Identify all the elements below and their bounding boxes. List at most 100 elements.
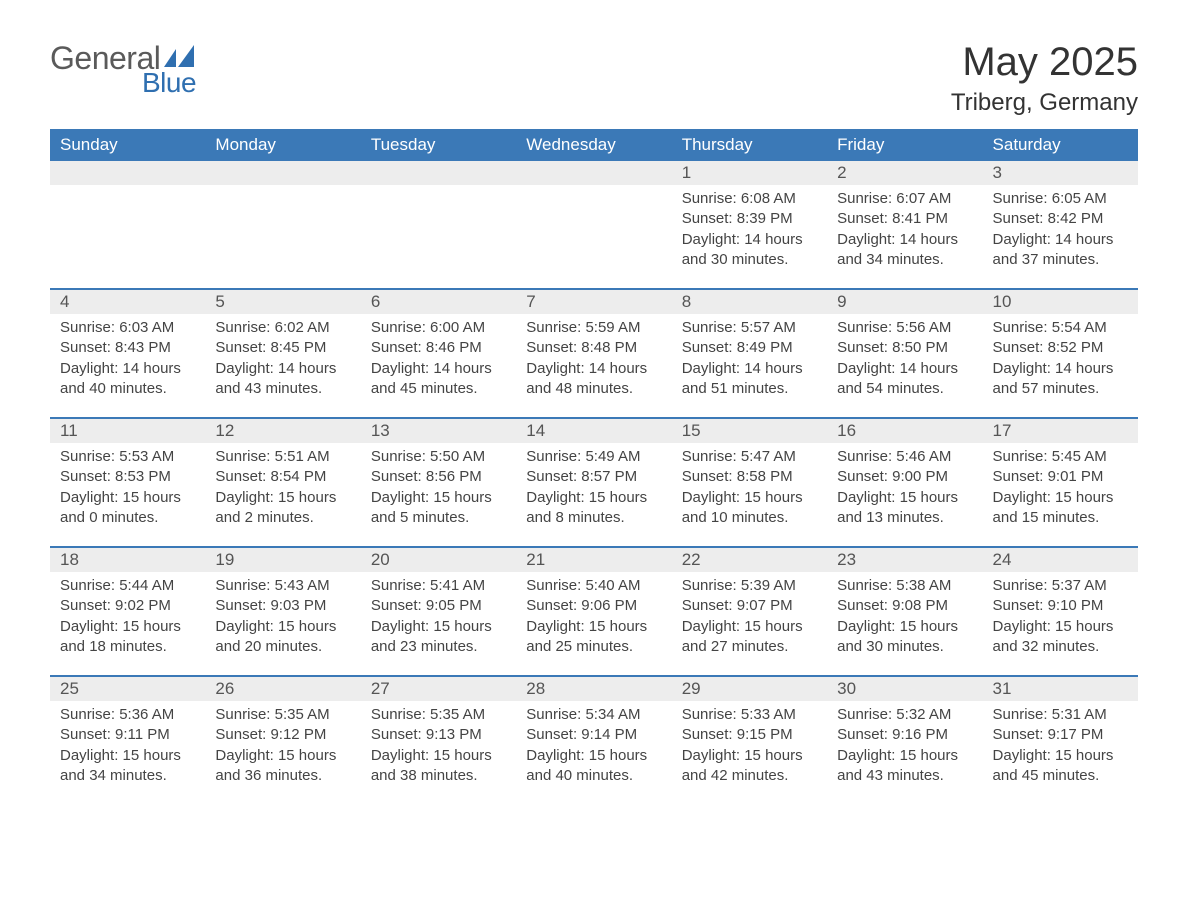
daylight-text: Daylight: 15 hours and 30 minutes. <box>837 617 972 658</box>
sunrise-text: Sunrise: 5:49 AM <box>526 447 661 467</box>
sunrise-text: Sunrise: 5:54 AM <box>993 318 1128 338</box>
daynum-row: 11121314151617 <box>50 418 1138 443</box>
sunset-text: Sunset: 8:53 PM <box>60 467 195 487</box>
sunrise-text: Sunrise: 5:56 AM <box>837 318 972 338</box>
sunset-text: Sunset: 8:56 PM <box>371 467 506 487</box>
sunset-text: Sunset: 9:06 PM <box>526 596 661 616</box>
sunrise-text: Sunrise: 5:35 AM <box>371 705 506 725</box>
day-number: 5 <box>205 289 360 314</box>
day-number: 2 <box>827 161 982 185</box>
sunset-text: Sunset: 8:43 PM <box>60 338 195 358</box>
logo: General Blue <box>50 40 198 99</box>
sunrise-text: Sunrise: 6:03 AM <box>60 318 195 338</box>
day-number: 29 <box>672 676 827 701</box>
day-number: 22 <box>672 547 827 572</box>
sunset-text: Sunset: 9:11 PM <box>60 725 195 745</box>
sunrise-text: Sunrise: 5:47 AM <box>682 447 817 467</box>
day-number: 16 <box>827 418 982 443</box>
details-row: Sunrise: 6:08 AMSunset: 8:39 PMDaylight:… <box>50 185 1138 289</box>
daylight-text: Daylight: 14 hours and 57 minutes. <box>993 359 1128 400</box>
sunrise-text: Sunrise: 6:05 AM <box>993 189 1128 209</box>
sunrise-text: Sunrise: 5:40 AM <box>526 576 661 596</box>
sunrise-text: Sunrise: 5:59 AM <box>526 318 661 338</box>
daylight-text: Daylight: 15 hours and 20 minutes. <box>215 617 350 658</box>
sunset-text: Sunset: 9:10 PM <box>993 596 1128 616</box>
day-number: 4 <box>50 289 205 314</box>
sunset-text: Sunset: 8:49 PM <box>682 338 817 358</box>
day-number: 6 <box>361 289 516 314</box>
sunrise-text: Sunrise: 5:35 AM <box>215 705 350 725</box>
title-block: May 2025 Triberg, Germany <box>951 40 1138 117</box>
details-row: Sunrise: 5:36 AMSunset: 9:11 PMDaylight:… <box>50 701 1138 804</box>
day-number: 26 <box>205 676 360 701</box>
day-details: Sunrise: 5:33 AMSunset: 9:15 PMDaylight:… <box>672 701 827 804</box>
sunrise-text: Sunrise: 5:37 AM <box>993 576 1128 596</box>
daylight-text: Daylight: 14 hours and 30 minutes. <box>682 230 817 271</box>
weekday-header: Monday <box>205 129 360 161</box>
day-details: Sunrise: 5:35 AMSunset: 9:13 PMDaylight:… <box>361 701 516 804</box>
day-details: Sunrise: 5:47 AMSunset: 8:58 PMDaylight:… <box>672 443 827 547</box>
day-details: Sunrise: 5:43 AMSunset: 9:03 PMDaylight:… <box>205 572 360 676</box>
sunset-text: Sunset: 9:12 PM <box>215 725 350 745</box>
day-number: 14 <box>516 418 671 443</box>
day-details: Sunrise: 5:39 AMSunset: 9:07 PMDaylight:… <box>672 572 827 676</box>
sunrise-text: Sunrise: 5:31 AM <box>993 705 1128 725</box>
daylight-text: Daylight: 14 hours and 43 minutes. <box>215 359 350 400</box>
day-number: 24 <box>983 547 1138 572</box>
empty-cell <box>361 161 516 185</box>
sunset-text: Sunset: 8:54 PM <box>215 467 350 487</box>
details-row: Sunrise: 5:44 AMSunset: 9:02 PMDaylight:… <box>50 572 1138 676</box>
empty-cell <box>516 185 671 289</box>
day-number: 17 <box>983 418 1138 443</box>
sunrise-text: Sunrise: 5:50 AM <box>371 447 506 467</box>
sunrise-text: Sunrise: 6:00 AM <box>371 318 506 338</box>
day-number: 1 <box>672 161 827 185</box>
empty-cell <box>205 161 360 185</box>
empty-cell <box>205 185 360 289</box>
sunset-text: Sunset: 9:13 PM <box>371 725 506 745</box>
weekday-header: Wednesday <box>516 129 671 161</box>
daylight-text: Daylight: 15 hours and 43 minutes. <box>837 746 972 787</box>
sunset-text: Sunset: 9:05 PM <box>371 596 506 616</box>
day-number: 11 <box>50 418 205 443</box>
sunset-text: Sunset: 8:42 PM <box>993 209 1128 229</box>
sunset-text: Sunset: 9:14 PM <box>526 725 661 745</box>
sunrise-text: Sunrise: 5:46 AM <box>837 447 972 467</box>
day-details: Sunrise: 6:07 AMSunset: 8:41 PMDaylight:… <box>827 185 982 289</box>
daylight-text: Daylight: 15 hours and 5 minutes. <box>371 488 506 529</box>
daynum-row: 18192021222324 <box>50 547 1138 572</box>
daylight-text: Daylight: 14 hours and 51 minutes. <box>682 359 817 400</box>
empty-cell <box>516 161 671 185</box>
sunset-text: Sunset: 8:39 PM <box>682 209 817 229</box>
day-details: Sunrise: 5:45 AMSunset: 9:01 PMDaylight:… <box>983 443 1138 547</box>
empty-cell <box>50 185 205 289</box>
weekday-header-row: Sunday Monday Tuesday Wednesday Thursday… <box>50 129 1138 161</box>
day-number: 7 <box>516 289 671 314</box>
daylight-text: Daylight: 14 hours and 37 minutes. <box>993 230 1128 271</box>
weekday-header: Friday <box>827 129 982 161</box>
day-number: 25 <box>50 676 205 701</box>
sunrise-text: Sunrise: 6:08 AM <box>682 189 817 209</box>
sunset-text: Sunset: 8:46 PM <box>371 338 506 358</box>
day-number: 23 <box>827 547 982 572</box>
daylight-text: Daylight: 15 hours and 45 minutes. <box>993 746 1128 787</box>
day-number: 21 <box>516 547 671 572</box>
weekday-header: Sunday <box>50 129 205 161</box>
day-number: 9 <box>827 289 982 314</box>
sunrise-text: Sunrise: 5:38 AM <box>837 576 972 596</box>
day-number: 18 <box>50 547 205 572</box>
sunrise-text: Sunrise: 5:39 AM <box>682 576 817 596</box>
details-row: Sunrise: 6:03 AMSunset: 8:43 PM Daylight:… <box>50 314 1138 418</box>
sunset-text: Sunset: 8:41 PM <box>837 209 972 229</box>
day-details: Sunrise: 5:57 AMSunset: 8:49 PMDaylight:… <box>672 314 827 418</box>
day-details: Sunrise: 5:40 AMSunset: 9:06 PMDaylight:… <box>516 572 671 676</box>
sunset-text: Sunset: 8:45 PM <box>215 338 350 358</box>
day-number: 3 <box>983 161 1138 185</box>
day-details: Sunrise: 6:03 AMSunset: 8:43 PMDaylight:… <box>50 314 205 418</box>
daylight-text: Daylight: 15 hours and 13 minutes. <box>837 488 972 529</box>
sunset-text: Sunset: 9:03 PM <box>215 596 350 616</box>
daynum-row: 45678910 <box>50 289 1138 314</box>
sunset-text: Sunset: 9:17 PM <box>993 725 1128 745</box>
daynum-row: 123 <box>50 161 1138 185</box>
sunrise-text: Sunrise: 5:43 AM <box>215 576 350 596</box>
